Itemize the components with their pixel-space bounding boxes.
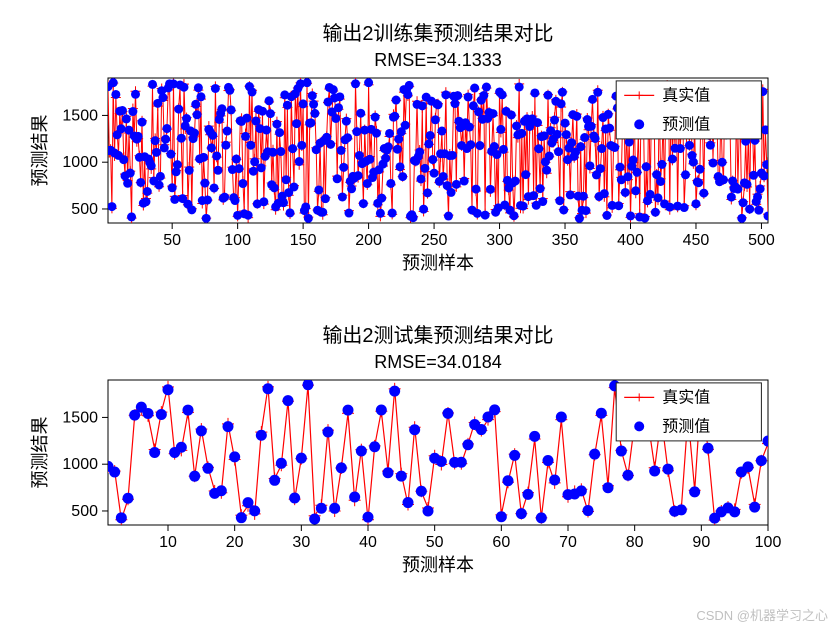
xtick-label: 100 [224,232,251,249]
xtick-label: 150 [290,232,317,249]
ytick-label: 500 [71,503,98,520]
ytick-label: 1500 [62,409,98,426]
xtick-label: 350 [552,232,579,249]
xtick-label: 50 [163,232,181,249]
ytick-label: 1000 [62,456,98,473]
x-axis-label: 预测样本 [402,253,474,273]
xtick-label: 450 [683,232,710,249]
xtick-label: 60 [492,534,510,551]
chart-title: 输出2训练集预测结果对比 [322,22,553,45]
xtick-label: 30 [292,534,310,551]
xtick-label: 80 [626,534,644,551]
xtick-label: 90 [692,534,710,551]
legend-label: 真实值 [662,86,710,104]
ytick-label: 1500 [62,107,98,124]
watermark-text: CSDN @机器学习之心 [696,605,828,624]
ytick-label: 1000 [62,154,98,171]
xtick-label: 50 [426,534,444,551]
legend-label: 真实值 [662,388,710,406]
xtick-label: 20 [226,534,244,551]
xtick-label: 400 [617,232,644,249]
xtick-label: 300 [486,232,513,249]
ytick-label: 500 [71,201,98,218]
xtick-label: 100 [755,534,782,551]
legend: 真实值预测值 [616,81,761,139]
legend-label: 预测值 [662,417,710,435]
y-axis-label: 预测结果 [30,115,50,187]
legend-label: 预测值 [662,115,710,133]
chart-train: 50 100 150 200 250 300 350 400 450 500 500 1000 1500… [30,22,775,273]
chart-title: 输出2测试集预测结果对比 [322,324,553,347]
y-axis-label: 预测结果 [30,417,50,489]
xtick-label: 500 [748,232,775,249]
x-axis-label: 预测样本 [402,555,474,575]
legend: 真实值预测值 [616,383,761,441]
xtick-label: 10 [159,534,177,551]
figure-root: 50 100 150 200 250 300 350 400 450 500 500 1000 1500… [0,0,840,630]
chart-test: 10 20 30 40 50 60 70 80 90 100 500 1000 1500 输出2测试集预测… [30,324,781,575]
xtick-label: 200 [355,232,382,249]
xtick-label: 250 [421,232,448,249]
chart-subtitle: RMSE=34.0184 [374,352,502,372]
figure-svg: 50 100 150 200 250 300 350 400 450 500 500 1000 1500… [0,0,840,630]
xtick-label: 40 [359,534,377,551]
chart-subtitle: RMSE=34.1333 [374,50,502,70]
xtick-label: 70 [559,534,577,551]
